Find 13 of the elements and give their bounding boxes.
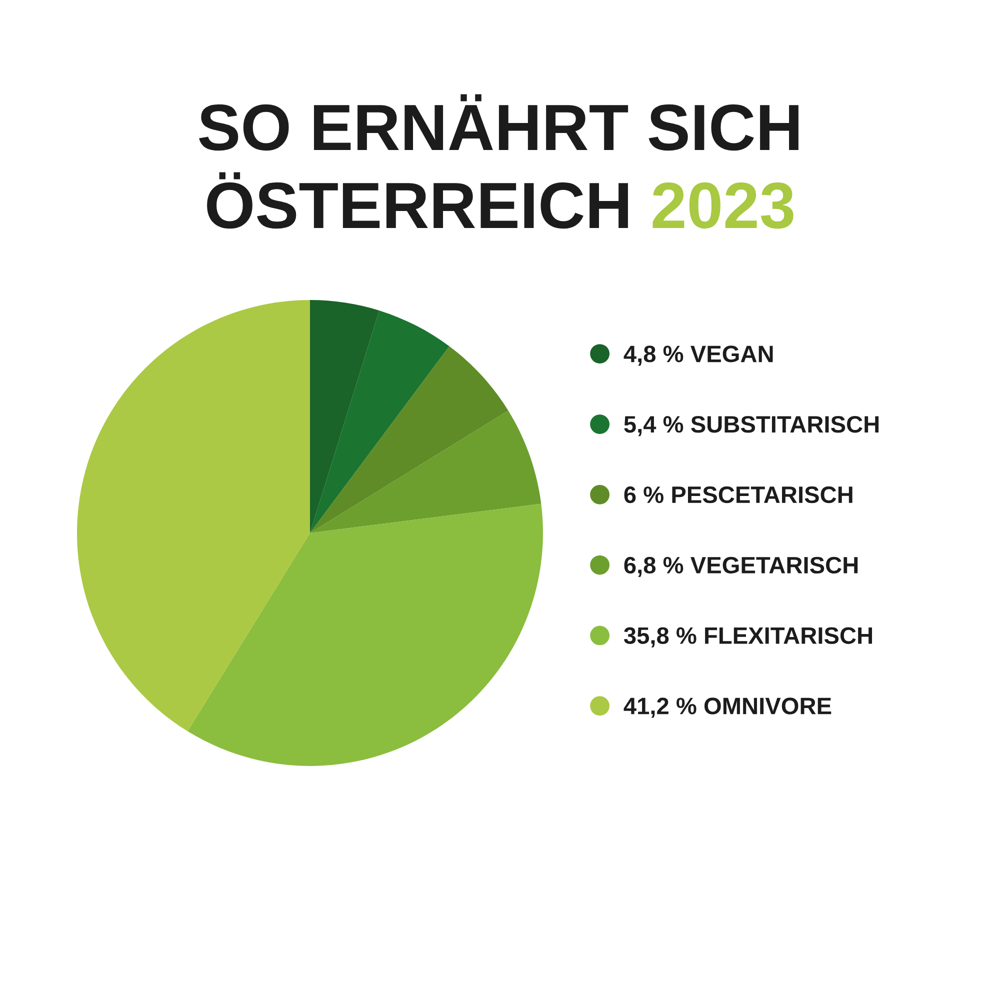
legend-label: 41,2 % OMNIVORE: [624, 698, 832, 718]
pie-slice: [77, 300, 310, 732]
legend-label: 35,8 % FLEXITARISCH: [624, 627, 872, 648]
pie-slice: [310, 300, 380, 533]
pie-slice: [310, 346, 508, 533]
pie-slice: [310, 310, 450, 533]
chart-title: SO ERNÄHRT SICH ÖSTERREICH 2023: [199, 94, 798, 229]
legend-label: 6,8 % VEGETARISCH: [624, 556, 858, 577]
legend-label: 6 % PESCETARISCH: [624, 486, 852, 504]
pie-slice: [310, 410, 542, 533]
legend-label: 5,4 % SUBSTITARISCH: [624, 416, 879, 436]
pie-slice: [188, 504, 543, 766]
legend-label: 4,8 % VEGAN: [624, 346, 773, 366]
